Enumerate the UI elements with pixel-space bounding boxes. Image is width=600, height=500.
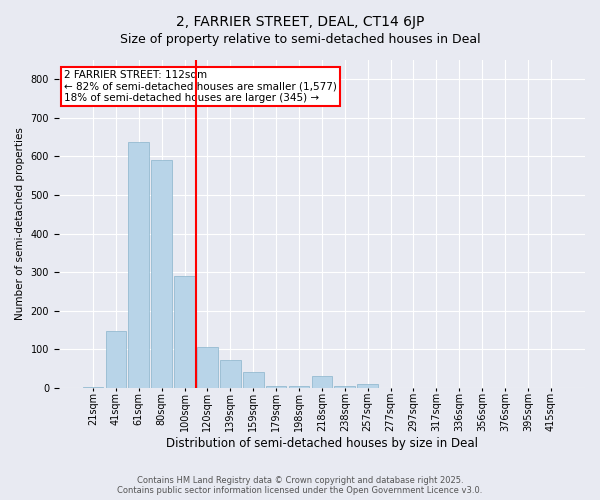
Bar: [358, 384, 378, 388]
Bar: [243, 372, 263, 388]
Text: Contains HM Land Registry data © Crown copyright and database right 2025.
Contai: Contains HM Land Registry data © Crown c…: [118, 476, 482, 495]
Bar: [151, 160, 172, 388]
Bar: [334, 386, 355, 388]
Bar: [174, 276, 195, 388]
Bar: [220, 360, 241, 388]
Bar: [311, 376, 332, 388]
Bar: [128, 142, 149, 388]
Bar: [289, 386, 309, 388]
Text: Size of property relative to semi-detached houses in Deal: Size of property relative to semi-detach…: [119, 32, 481, 46]
Text: 2 FARRIER STREET: 112sqm
← 82% of semi-detached houses are smaller (1,577)
18% o: 2 FARRIER STREET: 112sqm ← 82% of semi-d…: [64, 70, 337, 103]
Bar: [83, 386, 103, 388]
Bar: [197, 348, 218, 388]
Bar: [106, 330, 126, 388]
Y-axis label: Number of semi-detached properties: Number of semi-detached properties: [15, 128, 25, 320]
Text: 2, FARRIER STREET, DEAL, CT14 6JP: 2, FARRIER STREET, DEAL, CT14 6JP: [176, 15, 424, 29]
X-axis label: Distribution of semi-detached houses by size in Deal: Distribution of semi-detached houses by …: [166, 437, 478, 450]
Bar: [266, 386, 286, 388]
